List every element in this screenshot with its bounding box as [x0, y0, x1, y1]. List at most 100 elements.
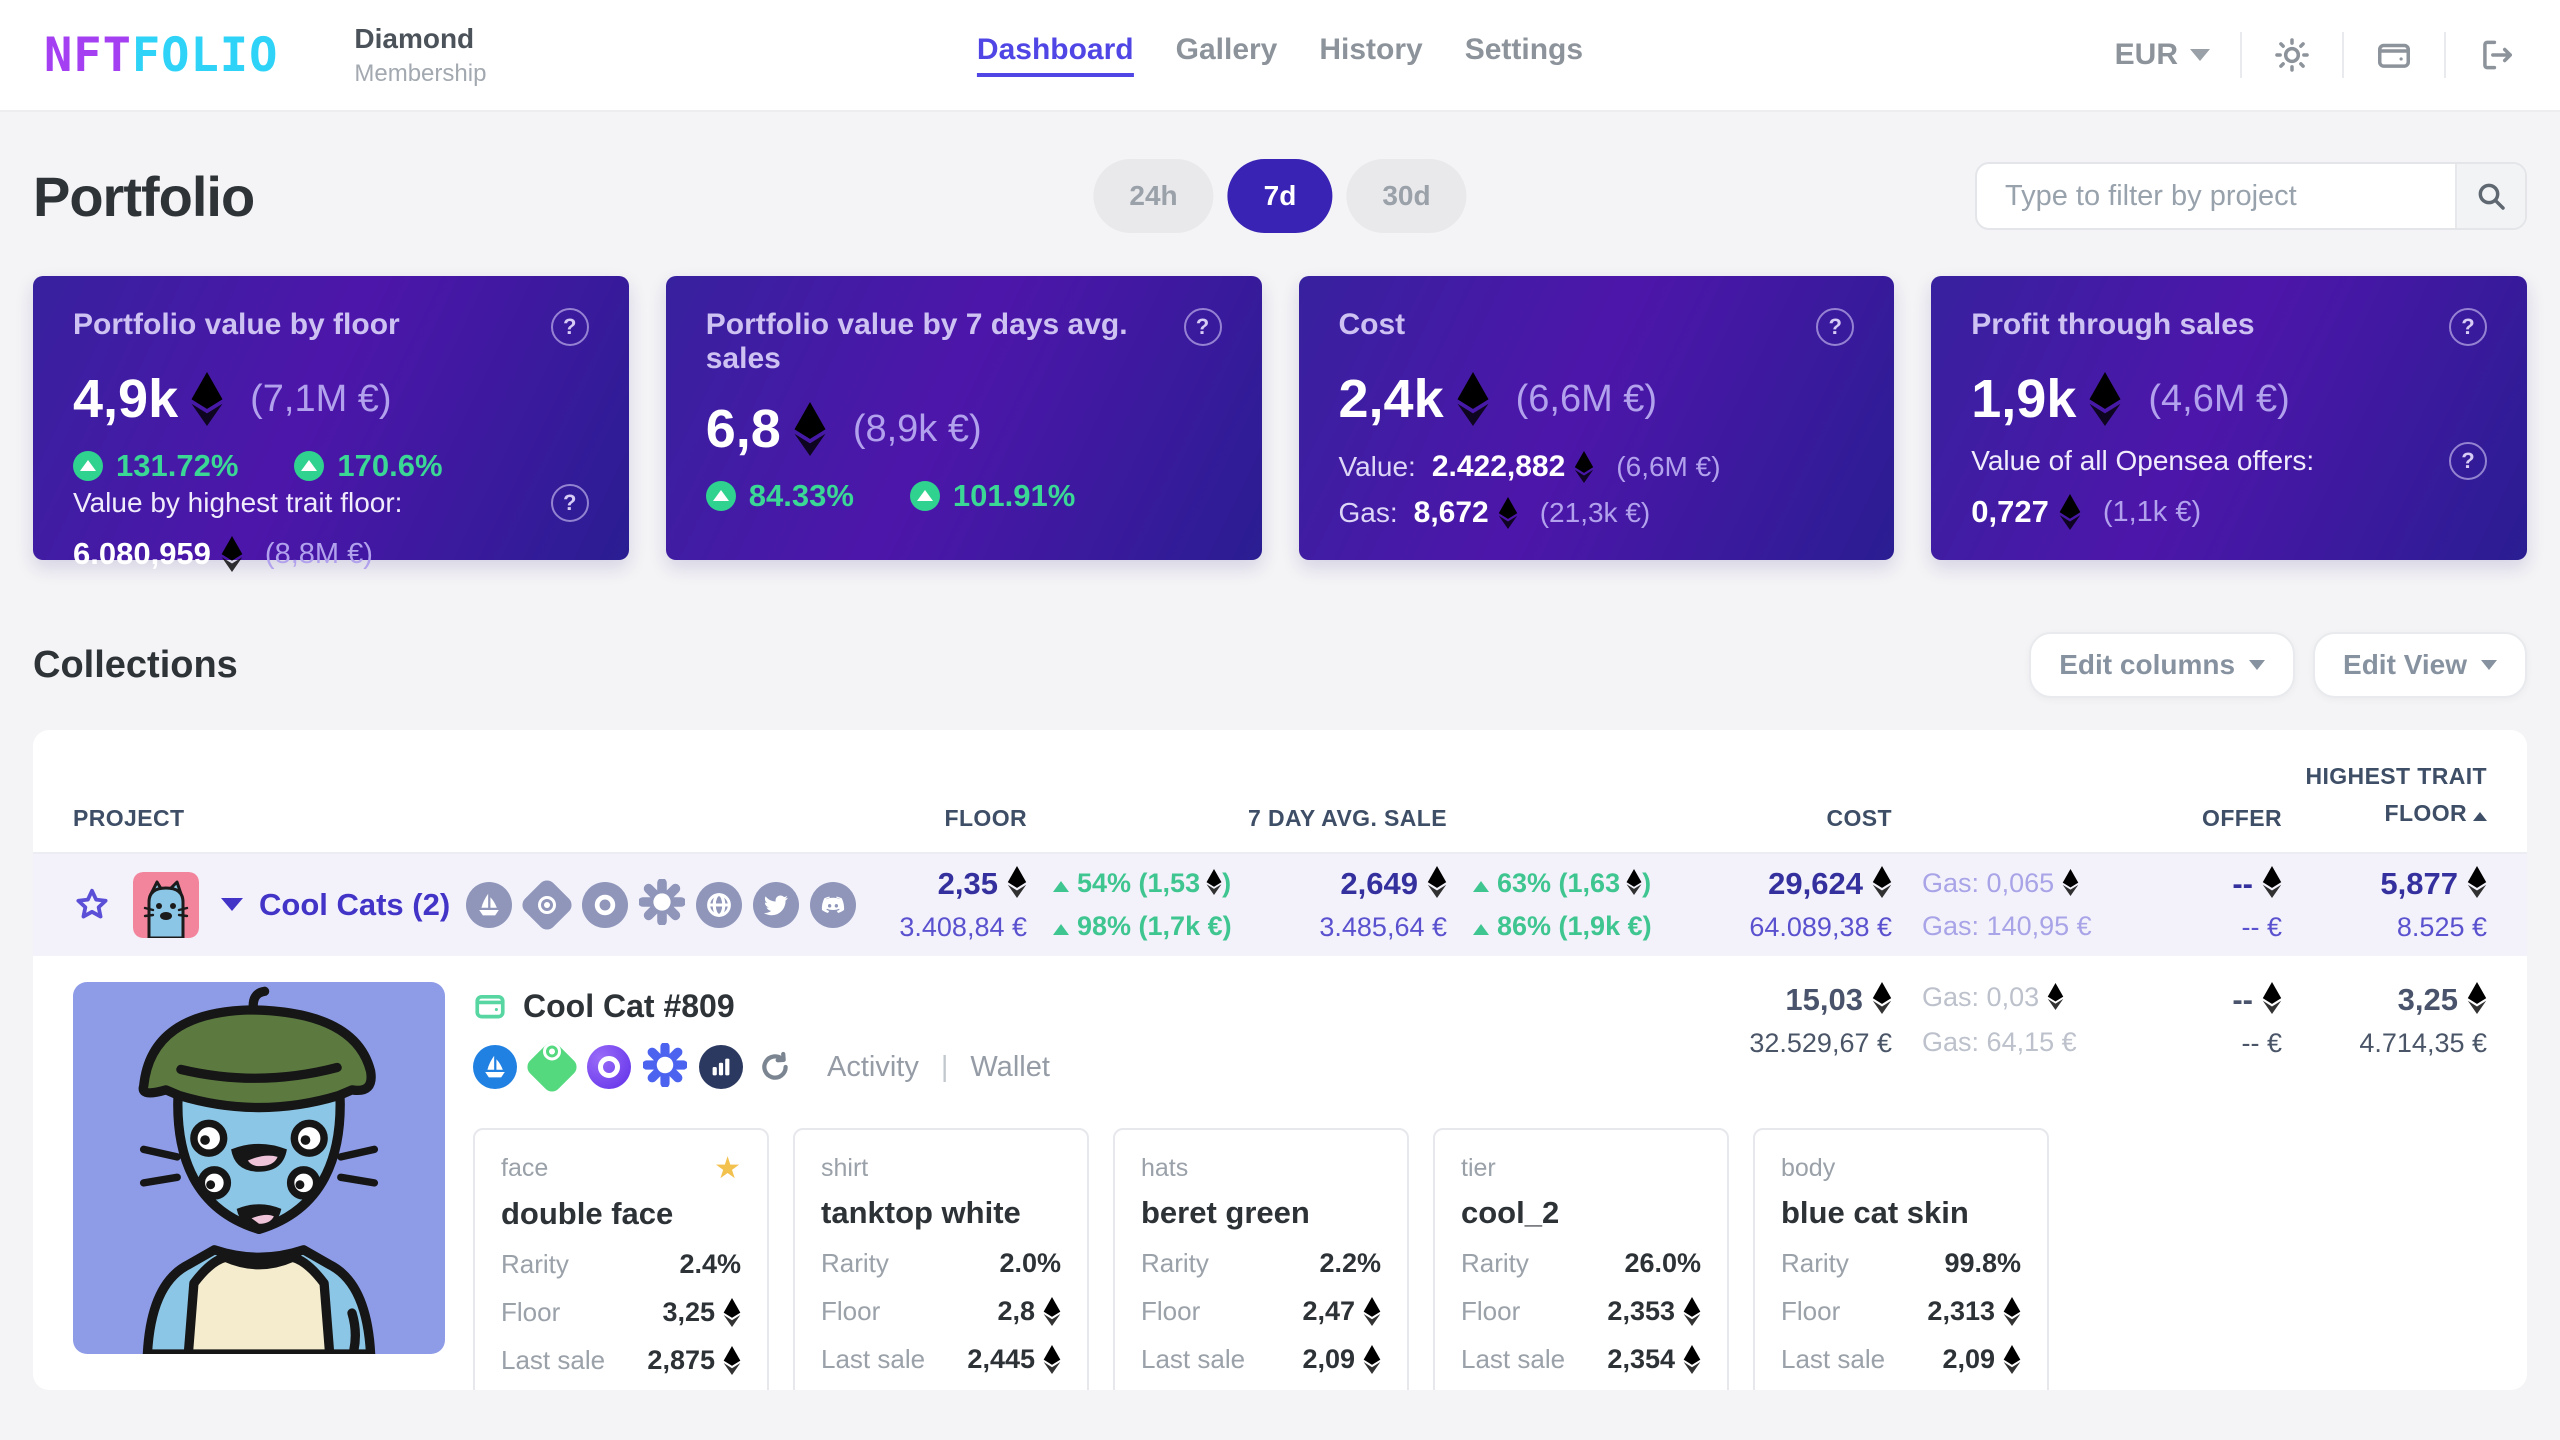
nav-settings[interactable]: Settings — [1464, 33, 1584, 66]
edit-columns-button[interactable]: Edit columns — [2029, 632, 2296, 698]
highest-trait-star-icon: ★ — [714, 1151, 741, 1185]
currency-selector[interactable]: EUR — [2115, 38, 2210, 72]
trait-card-shirt[interactable]: shirt tanktop white Rarity 2.0% Floor 2,8 … — [793, 1127, 1089, 1390]
burst-marketplace-icon[interactable] — [639, 879, 685, 930]
membership-badge: Diamond Membership — [354, 23, 486, 88]
search-icon — [2478, 183, 2505, 210]
nft-name[interactable]: Cool Cat #809 — [523, 987, 735, 1024]
card-fiat-value: (4,6M €) — [2148, 377, 2290, 420]
cell-highest-trait-floor: 3,25 4.714,35 € — [2359, 981, 2487, 1058]
help-icon[interactable] — [1183, 308, 1222, 346]
cell-cost: 29,624 64.089,38 € — [1749, 866, 1892, 943]
membership-label: Membership — [354, 59, 487, 87]
theme-toggle-sun-icon[interactable] — [2272, 35, 2312, 75]
search-button[interactable] — [2455, 164, 2525, 228]
cell-gas: Gas: 0,03 Gas: 64,15 € — [1922, 981, 2077, 1057]
eth-icon — [1363, 1345, 1381, 1374]
trait-name: double face — [501, 1195, 674, 1231]
wallet-owned-icon — [473, 989, 507, 1023]
chevron-down-icon — [2190, 49, 2210, 61]
card-fiat-value: (7,1M €) — [250, 377, 392, 420]
help-icon[interactable] — [2449, 442, 2487, 480]
nft-image[interactable] — [73, 981, 445, 1354]
wallet-link[interactable]: Wallet — [970, 1050, 1050, 1083]
arrow-up-icon — [1053, 923, 1069, 935]
collection-thumbnail[interactable] — [133, 871, 199, 938]
burst-marketplace-icon[interactable] — [643, 1043, 687, 1092]
looksrare-icon[interactable] — [582, 881, 629, 928]
gem-marketplace-icon[interactable] — [518, 876, 576, 933]
range-7d-button[interactable]: 7d — [1227, 159, 1333, 233]
arrow-up-icon — [909, 481, 940, 511]
gem-marketplace-icon[interactable] — [523, 1038, 581, 1096]
trait-type: tier — [1461, 1153, 1496, 1182]
edit-view-button[interactable]: Edit View — [2313, 632, 2527, 698]
top-navigation-bar: NFTFOLIO Diamond Membership Dashboard Ga… — [0, 0, 2560, 112]
collapse-row-icon[interactable] — [221, 898, 243, 912]
trait-card-hats[interactable]: hats beret green Rarity 2.2% Floor 2,47 La… — [1113, 1127, 1409, 1390]
eth-change: 131.72% — [73, 448, 238, 484]
cell-floor-change: 54% (1,53) 98% (1,7k €) — [1027, 868, 1237, 942]
eth-icon — [1427, 866, 1447, 898]
collection-name[interactable]: Cool Cats (2) — [259, 886, 451, 922]
col-cost[interactable]: COST — [1826, 804, 1892, 831]
card-eth-value: 6,8 — [706, 398, 827, 460]
cell-offer: -- -- € — [2232, 866, 2282, 943]
eth-icon — [1456, 372, 1490, 426]
logo-part-folio: FOLIO — [131, 27, 279, 83]
arrow-up-icon — [705, 481, 736, 511]
help-icon[interactable] — [550, 308, 589, 346]
card-portfolio-value-by-floor: Portfolio value by floor 4,9k (7,1M €) 1… — [33, 276, 629, 560]
cell-avg-sale: 2,649 3.485,64 € — [1319, 866, 1447, 943]
col-offer[interactable]: OFFER — [2202, 804, 2282, 831]
cell-gas: Gas: 0,065 Gas: 140,95 € — [1922, 867, 2092, 941]
nft-links: Activity | Wallet — [473, 1038, 1657, 1096]
nav-gallery[interactable]: Gallery — [1175, 33, 1278, 66]
looksrare-icon[interactable] — [587, 1045, 631, 1090]
card-eth-value: 1,9k — [1971, 368, 2122, 430]
col-highest-trait-floor[interactable]: HIGHEST TRAIT FLOOR — [2305, 763, 2487, 826]
page-title: Portfolio — [33, 164, 255, 228]
divider — [2240, 32, 2242, 78]
opensea-icon[interactable] — [473, 1045, 517, 1090]
col-project[interactable]: PROJECT — [73, 804, 185, 831]
help-icon[interactable] — [2449, 308, 2487, 346]
trait-card-body[interactable]: body blue cat skin Rarity 99.8% Floor 2,31… — [1753, 1127, 2049, 1390]
stat-cards: Portfolio value by floor 4,9k (7,1M €) 1… — [33, 276, 2527, 560]
refresh-icon[interactable] — [755, 1047, 795, 1087]
collection-row-cool-cats[interactable]: Cool Cats (2) 2,35 3.408,84 € 54% (1,53)… — [33, 851, 2527, 956]
twitter-icon[interactable] — [753, 881, 800, 928]
divider — [2444, 32, 2446, 78]
chevron-down-icon — [2249, 660, 2266, 670]
portfolio-header: Portfolio 24h 7d 30d — [33, 158, 2527, 234]
opensea-icon[interactable] — [466, 881, 513, 928]
nav-history[interactable]: History — [1319, 33, 1423, 66]
search-input[interactable] — [1977, 164, 2455, 228]
arrow-up-icon — [294, 451, 325, 481]
wallet-icon[interactable] — [2374, 35, 2414, 75]
card-portfolio-value-by-avg-sales: Portfolio value by 7 days avg. sales 6,8… — [665, 276, 1262, 560]
col-floor[interactable]: FLOOR — [944, 804, 1027, 831]
nft-name-block: Cool Cat #809 Activit — [473, 982, 1657, 1096]
card-sub-label: Value of all Opensea offers: — [1971, 445, 2315, 476]
activity-link[interactable]: Activity — [827, 1050, 919, 1083]
discord-icon[interactable] — [810, 881, 857, 928]
col-avg-sale[interactable]: 7 DAY AVG. SALE — [1247, 804, 1447, 831]
help-icon[interactable] — [550, 484, 589, 522]
eth-icon — [2003, 1297, 2021, 1326]
app-logo[interactable]: NFTFOLIO — [44, 28, 278, 83]
website-icon[interactable] — [696, 881, 743, 928]
nav-dashboard[interactable]: Dashboard — [976, 33, 1134, 77]
trait-card-face[interactable]: face ★ double face Rarity 2.4% Floor 3,25 … — [473, 1127, 769, 1390]
favorite-star-icon[interactable] — [73, 886, 111, 924]
help-icon[interactable] — [1816, 308, 1855, 346]
eth-icon — [2088, 372, 2122, 426]
analytics-icon[interactable] — [699, 1045, 743, 1090]
eth-icon — [1872, 982, 1892, 1014]
trait-card-tier[interactable]: tier cool_2 Rarity 26.0% Floor 2,353 Last … — [1433, 1127, 1729, 1390]
range-30d-button[interactable]: 30d — [1346, 159, 1467, 233]
range-24h-button[interactable]: 24h — [1093, 159, 1214, 233]
card-sub-label: Value by highest trait floor: — [73, 487, 403, 518]
main-nav: Dashboard Gallery History Settings — [976, 33, 1584, 77]
logout-icon[interactable] — [2476, 35, 2516, 75]
